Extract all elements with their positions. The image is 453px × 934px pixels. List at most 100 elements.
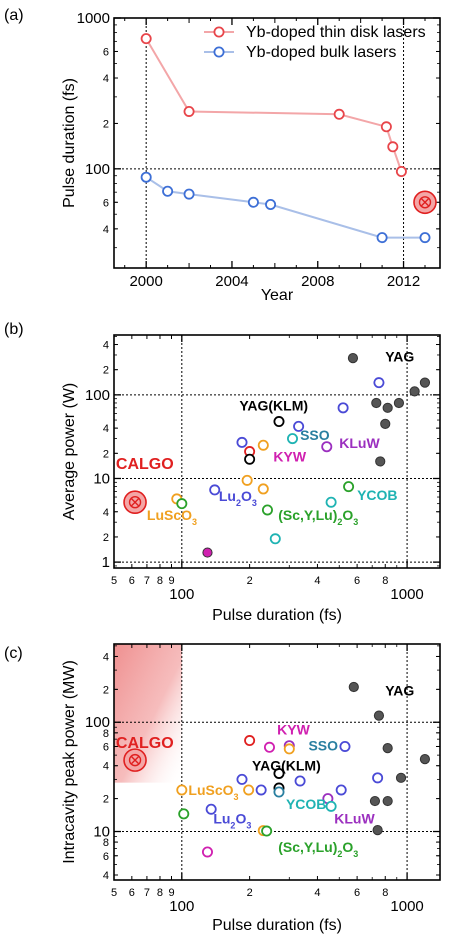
y-minor-tick-label: 4 [103,870,109,882]
y-minor-tick-label: 8 [103,837,109,849]
data-point [409,386,420,397]
material-label: (Sc,Y,Lu)2O3 [278,507,358,527]
x-minor-tick-label: 8 [382,575,388,587]
data-point [209,484,221,496]
x-minor-tick-label: 5 [111,887,117,899]
x-axis-label: Year [261,287,294,304]
legend-marker [213,46,225,58]
material-label: Lu2O3 [219,488,257,508]
data-point [375,456,386,467]
data-point [339,740,351,752]
data-point [255,784,267,796]
x-minor-tick-label: 7 [144,887,150,899]
data-point [337,402,349,414]
x-minor-tick-label: 6 [354,887,360,899]
material-label: YCOB [357,487,397,503]
plot-frame [113,643,441,881]
material-label: CALGO [116,456,174,473]
x-minor-tick-label: 4 [314,575,320,587]
series-point [183,188,195,200]
series-point [395,165,407,177]
series-point [419,232,431,244]
data-point [269,533,281,545]
data-point [287,433,299,445]
data-point [202,547,213,558]
x-minor-tick-label: 6 [129,575,135,587]
x-tick-label: 100 [169,586,194,603]
material-label: KLuW [339,435,380,451]
material-label: (Sc,Y,Lu)2O3 [278,839,358,859]
material-label: YAG(KLM) [252,758,321,774]
data-point [380,418,391,429]
panel-label: (b) [4,321,24,338]
y-minor-tick-label: 2 [103,684,109,696]
calgo-marker-inner [418,196,432,209]
data-point [236,773,248,785]
data-point [393,397,405,409]
x-minor-tick-label: 2 [247,887,253,899]
y-minor-tick-label: 4 [103,73,109,85]
x-minor-tick-label: 6 [129,887,135,899]
y-tick-label: 100 [85,714,110,731]
data-point [419,753,431,765]
x-axis-label: Pulse duration (fs) [212,917,342,934]
x-minor-tick-label: 8 [382,887,388,899]
panel-a: 100 1000 4 6 2 4 6 2000 2004 2008 2012 Year Pulse du… [4,7,441,304]
data-point [348,681,359,693]
data-point [176,784,188,796]
data-point [244,453,256,465]
y-minor-tick-label: 8 [103,728,109,740]
y-tick-label: 1 [102,554,110,571]
data-point [261,825,273,837]
calgo-marker-cross [420,198,429,207]
y-tick-label: 100 [85,387,110,404]
data-point [343,481,355,493]
calgo-marker-inner [128,753,142,767]
y-axis-label: Pulse duration (fs) [61,78,78,208]
plot-frame [113,334,441,569]
series-point [183,105,195,117]
x-minor-tick-label: 9 [168,887,174,899]
y-axis-label: Intracavity peak power (MW) [61,660,78,864]
material-label: KYW [273,448,306,464]
y-minor-tick-label: 2 [103,118,109,130]
series-point [380,121,392,133]
calgo-marker-cross [131,756,140,765]
material-label: YCOB [286,796,326,812]
data-point [373,377,385,389]
calgo-marker-inner [128,496,142,509]
series-point [265,199,277,211]
x-minor-tick-label: 9 [168,575,174,587]
data-point [243,784,255,796]
panel-label: (c) [4,645,23,662]
data-point [293,420,305,432]
data-point [283,743,295,755]
y-minor-tick-label: 4 [103,423,109,435]
material-label: Lu2O3 [213,811,251,831]
x-minor-tick-label: 6 [354,575,360,587]
data-point [176,498,188,510]
y-tick-label: 1000 [77,10,110,27]
x-tick-label: 1000 [390,898,423,915]
material-label: YAG [385,349,414,365]
data-point [395,772,407,783]
data-point [244,735,256,747]
x-minor-tick-label: 8 [157,575,163,587]
material-label: KLuW [334,811,375,827]
legend-marker [213,26,225,38]
data-point [325,496,337,508]
data-point [263,741,275,753]
data-point [382,742,393,754]
data-point [205,803,217,815]
y-tick-label: 100 [85,161,110,178]
y-minor-tick-label: 2 [103,365,109,377]
data-point [294,775,306,787]
x-tick-label: 100 [169,898,194,915]
data-point [201,846,213,858]
y-minor-tick-label: 2 [103,794,109,806]
y-minor-tick-label: 4 [103,651,109,663]
y-minor-tick-label: 4 [103,507,109,519]
material-label: SSO [308,738,338,754]
data-point [178,808,190,820]
